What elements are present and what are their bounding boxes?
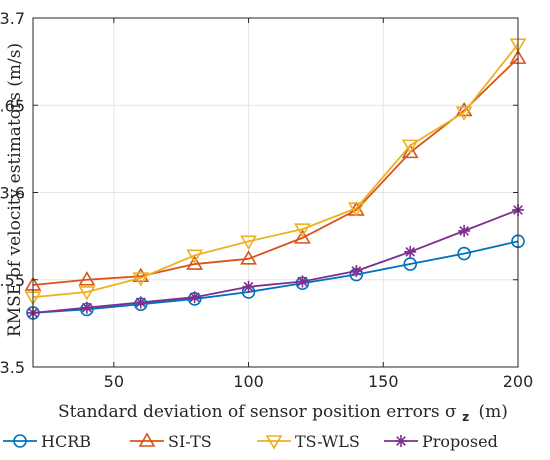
x-tick-label: 100 [233, 372, 264, 391]
series-ts-wls [24, 38, 527, 306]
y-tick-label: 3.55 [0, 271, 25, 290]
legend-marker-proposed [395, 435, 407, 447]
data-point-proposed [296, 275, 309, 288]
data-point-si-ts [186, 255, 204, 270]
legend-item-proposed: Proposed [384, 432, 498, 451]
x-axis-label: Standard deviation of sensor position er… [58, 402, 508, 426]
y-tick-label: 3.65 [0, 96, 25, 115]
y-tick-label: 3.5 [0, 358, 25, 377]
x-tick-label: 200 [503, 372, 534, 391]
data-point-proposed [350, 265, 363, 278]
series-line-proposed [32, 209, 519, 314]
legend-marker-si-ts [138, 432, 156, 447]
series-group [24, 38, 527, 320]
y-tick-label: 3.7 [0, 9, 25, 28]
data-point-si-ts [240, 250, 257, 265]
data-point-ts-wls [240, 235, 257, 250]
x-axis-label-main: Standard deviation of sensor position er… [58, 402, 457, 422]
legend-label-proposed: Proposed [422, 432, 498, 451]
legend-marker-hcrb [13, 434, 27, 448]
x-axis-label-subscript: z [462, 410, 469, 424]
grid [33, 17, 519, 368]
data-point-si-ts [132, 267, 150, 283]
data-point-si-ts [78, 271, 96, 286]
data-point-si-ts [455, 101, 473, 117]
legend-item-hcrb: HCRB [3, 432, 91, 451]
series-line-ts-wls [32, 43, 519, 299]
x-axis-label-unit: (m) [478, 402, 507, 422]
legend-marker-ts-wls [265, 435, 283, 450]
y-axis-label: RMSE of velocity estimators (m/s) [5, 43, 25, 337]
data-point-proposed [404, 245, 417, 258]
legend: HCRB SI-TS TS-WLS Proposed [3, 432, 498, 451]
data-point-hcrb [457, 246, 471, 261]
x-tick-label: 50 [104, 372, 124, 391]
data-point-ts-wls [294, 223, 311, 238]
data-point-proposed [134, 296, 147, 309]
data-point-proposed [80, 301, 93, 314]
data-point-ts-wls [132, 272, 150, 287]
legend-label-hcrb: HCRB [41, 432, 91, 451]
legend-label-ts-wls: TS-WLS [295, 432, 360, 451]
series-line-hcrb [32, 240, 519, 314]
data-point-si-ts [401, 143, 419, 159]
data-point-ts-wls [186, 249, 204, 264]
x-tick-label: 150 [368, 372, 399, 391]
data-point-ts-wls [347, 202, 365, 217]
data-point-ts-wls [401, 139, 419, 154]
legend-item-ts-wls: TS-WLS [257, 432, 360, 451]
data-point-si-ts [294, 229, 311, 244]
data-point-proposed [188, 291, 201, 304]
data-point-ts-wls [455, 106, 473, 121]
data-point-proposed [242, 280, 255, 293]
legend-item-si-ts: SI-TS [130, 432, 212, 451]
data-point-proposed [458, 224, 471, 237]
legend-label-si-ts: SI-TS [168, 432, 212, 451]
data-point-ts-wls [78, 286, 96, 301]
data-point-hcrb [403, 257, 418, 271]
y-tick-label: 3.6 [0, 184, 25, 203]
series-line-si-ts [32, 57, 519, 286]
ticks: 50 100 150 200 3.5 3.55 3.6 3.65 3.7 [0, 9, 533, 391]
series-proposed [27, 203, 524, 319]
series-si-ts [24, 49, 527, 291]
